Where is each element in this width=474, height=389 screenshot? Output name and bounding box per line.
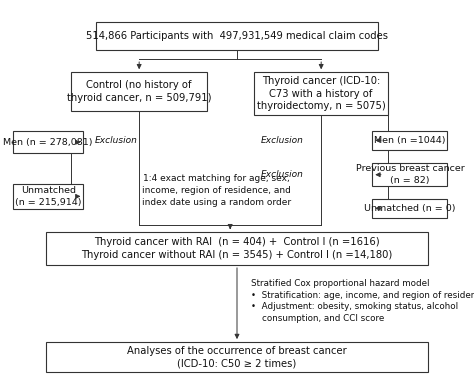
FancyBboxPatch shape (373, 131, 447, 150)
Text: 1:4 exact matching for age, sex,
income, region of residence, and
index date usi: 1:4 exact matching for age, sex, income,… (142, 174, 291, 207)
FancyBboxPatch shape (254, 72, 388, 115)
FancyBboxPatch shape (46, 232, 428, 265)
Text: Men (n =1044): Men (n =1044) (374, 136, 446, 145)
FancyBboxPatch shape (13, 131, 83, 153)
Text: Previous breast cancer
(n = 82): Previous breast cancer (n = 82) (356, 165, 465, 185)
FancyBboxPatch shape (96, 22, 378, 50)
Text: Unmatched (n = 0): Unmatched (n = 0) (364, 204, 456, 213)
Text: Exclusion: Exclusion (261, 136, 304, 145)
Text: 514,866 Participants with  497,931,549 medical claim codes: 514,866 Participants with 497,931,549 me… (86, 31, 388, 41)
Text: Control (no history of
thyroid cancer, n = 509,791): Control (no history of thyroid cancer, n… (67, 81, 211, 103)
FancyBboxPatch shape (373, 163, 447, 186)
Text: Unmatched
(n = 215,914): Unmatched (n = 215,914) (15, 186, 82, 207)
Text: Exclusion: Exclusion (261, 170, 304, 179)
Text: Thyroid cancer (ICD-10:
C73 with a history of
thyroidectomy, n = 5075): Thyroid cancer (ICD-10: C73 with a histo… (257, 76, 385, 112)
FancyBboxPatch shape (71, 72, 208, 111)
FancyBboxPatch shape (46, 342, 428, 372)
Text: Analyses of the occurrence of breast cancer
(ICD-10: C50 ≥ 2 times): Analyses of the occurrence of breast can… (127, 345, 347, 368)
Text: Exclusion: Exclusion (95, 136, 138, 145)
Text: Men (n = 278,081): Men (n = 278,081) (3, 138, 93, 147)
FancyBboxPatch shape (13, 184, 83, 209)
Text: Stratified Cox proportional hazard model
•  Stratification: age, income, and reg: Stratified Cox proportional hazard model… (251, 279, 474, 323)
FancyBboxPatch shape (373, 199, 447, 218)
Text: Thyroid cancer with RAI  (n = 404) +  Control I (n =1616)
Thyroid cancer without: Thyroid cancer with RAI (n = 404) + Cont… (82, 237, 392, 260)
